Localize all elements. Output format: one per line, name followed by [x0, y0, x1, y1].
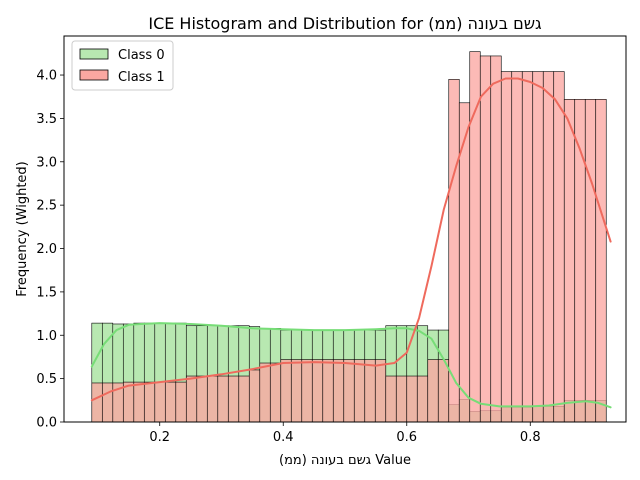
bar-class-1-bin-16: [259, 362, 271, 423]
y-tick-label: 0.0: [36, 416, 57, 431]
bar-class-1-bin-15: [248, 369, 261, 423]
axes-frame: [63, 35, 627, 423]
bar-class-1-bin-18: [280, 359, 292, 423]
bar-class-1-bin-39: [500, 71, 513, 423]
y-tick-label: 1.0: [36, 329, 57, 344]
bar-class-1-bin-40: [511, 71, 523, 423]
y-axis-label: Frequency (Wighted): [15, 161, 30, 296]
bar-class-1-bin-22: [322, 359, 334, 423]
legend-swatch-class-0: [79, 48, 109, 60]
bar-class-1-bin-23: [332, 359, 345, 423]
x-tick-label: 0.4: [273, 430, 294, 445]
bar-class-1-bin-32: [427, 359, 439, 423]
bar-class-1-bin-26: [364, 359, 376, 423]
y-tick-label: 2.0: [36, 242, 57, 257]
bar-class-1-bin-29: [395, 375, 408, 423]
y-tick-label: 3.5: [36, 112, 57, 127]
bar-class-1-bin-4: [133, 381, 145, 423]
bar-class-1-bin-19: [290, 359, 303, 423]
bar-class-1-bin-10: [196, 375, 208, 423]
x-tick-label: 0.8: [520, 430, 541, 445]
bar-class-1-bin-37: [479, 55, 492, 423]
bar-class-1-bin-42: [532, 71, 544, 423]
bar-class-1-bin-28: [385, 375, 397, 423]
y-tick-label: 0.5: [36, 372, 57, 387]
bar-class-1-bin-30: [406, 375, 418, 423]
bar-class-1-bin-5: [143, 381, 156, 423]
bar-class-1-bin-6: [154, 381, 166, 423]
bar-class-1-bin-20: [301, 359, 313, 423]
bar-class-1-bin-21: [311, 359, 324, 423]
bar-class-1-bin-0: [91, 382, 103, 423]
legend: Class 0 Class 1: [71, 40, 174, 91]
bar-class-1-bin-12: [217, 375, 229, 423]
bar-class-1-bin-45: [563, 99, 576, 423]
bar-class-1-bin-8: [175, 381, 187, 423]
kde-line-class-0: [90, 322, 612, 409]
y-tick-label: 2.5: [36, 199, 57, 214]
bar-class-1-bin-44: [553, 71, 565, 423]
bar-class-1-bin-14: [238, 375, 250, 423]
bar-class-1-bin-41: [521, 71, 534, 423]
x-axis: 0.2 0.4 0.6 0.8: [149, 422, 541, 445]
y-tick-label: 3.0: [36, 155, 57, 170]
legend-swatch-class-1: [79, 69, 109, 81]
bar-class-1-bin-1: [101, 382, 114, 423]
bar-class-1-bin-9: [185, 375, 198, 423]
bar-class-1-bin-7: [164, 381, 177, 423]
y-tick-label: 4.0: [36, 69, 57, 84]
bar-class-1-bin-3: [122, 381, 135, 423]
kde-line-class-1: [90, 77, 612, 402]
bar-class-1-bin-13: [227, 375, 240, 423]
bar-class-1-bin-43: [542, 71, 555, 423]
x-tick-label: 0.6: [396, 430, 417, 445]
y-axis: 0.0 0.5 1.0 1.5 2.0 2.5 3.0 3.5 4.0: [36, 69, 64, 431]
bar-class-1-bin-31: [416, 375, 429, 423]
bar-class-1-bin-36: [469, 51, 481, 423]
bar-class-1-bin-11: [206, 375, 219, 423]
bar-class-1-bin-33: [437, 359, 450, 423]
y-tick-label: 1.5: [36, 285, 57, 300]
kde-lines: [90, 77, 612, 409]
legend-label-class-0: Class 0: [118, 48, 165, 63]
legend-label-class-1: Class 1: [118, 70, 165, 85]
x-axis-label: גשם בעונה (ממ) Value: [279, 453, 411, 468]
x-tick-label: 0.2: [149, 430, 170, 445]
bar-class-1-bin-25: [353, 359, 366, 423]
chart-title: ICE Histogram and Distribution for גשם ב…: [148, 14, 542, 33]
bar-class-1-bin-47: [584, 99, 597, 423]
bar-class-1-bin-24: [343, 359, 355, 423]
bar-class-1-bin-27: [374, 359, 387, 423]
bar-class-1-bin-48: [595, 99, 607, 423]
bar-class-1-bin-17: [269, 362, 282, 423]
bar-class-1-bin-38: [490, 55, 502, 423]
